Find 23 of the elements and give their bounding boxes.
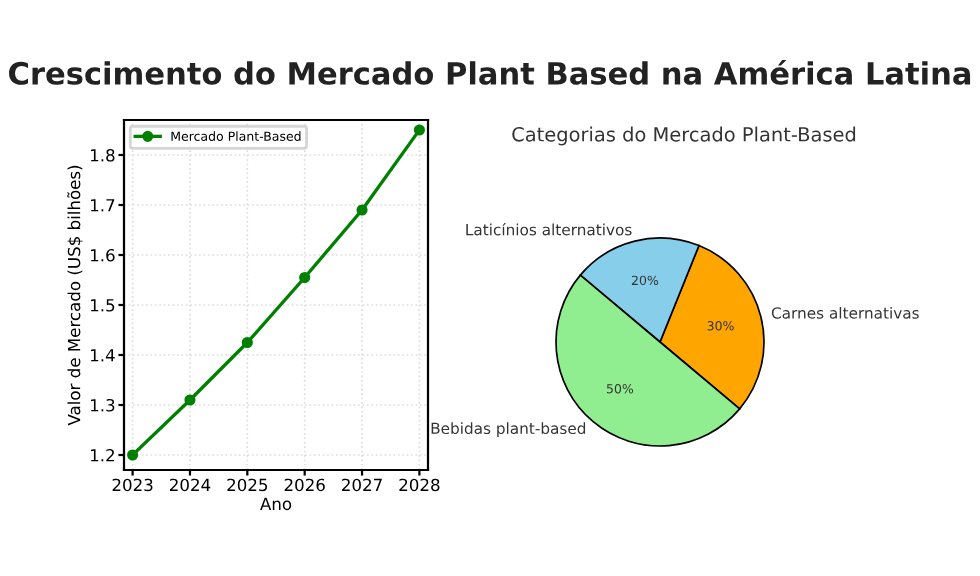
y-tick-label: 1.6 (90, 248, 115, 262)
y-tick-label: 1.8 (90, 148, 115, 162)
y-tick-label: 1.4 (90, 349, 115, 362)
point (184, 394, 196, 406)
x-tick-label: 2023 (112, 478, 153, 492)
y-tick-label: 1.2 (90, 448, 114, 462)
x-tick-label: 2026 (284, 478, 325, 492)
x-axis-title: Ano (260, 497, 292, 511)
point (356, 204, 368, 216)
y-axis-title: Valor de Mercado (US$ bilhões) (67, 165, 83, 426)
chart-title: Categorias do Mercado Plant-Based (512, 126, 856, 146)
x-tick-label: 2024 (169, 478, 211, 492)
point (241, 336, 253, 349)
point (299, 271, 311, 284)
text: Crescimento do Mercado Plant Based na América Latina (9, 59, 971, 85)
y-tick-label: 1.7 (90, 199, 115, 212)
y-tick-label: 1.3 (90, 398, 115, 412)
x-tick-label: 2028 (399, 478, 440, 492)
x-tick-label: 2025 (227, 478, 268, 492)
point (413, 124, 425, 136)
x-tick-label: 2027 (342, 478, 382, 492)
y-tick-label: 1.5 (90, 299, 115, 312)
point (127, 449, 139, 461)
